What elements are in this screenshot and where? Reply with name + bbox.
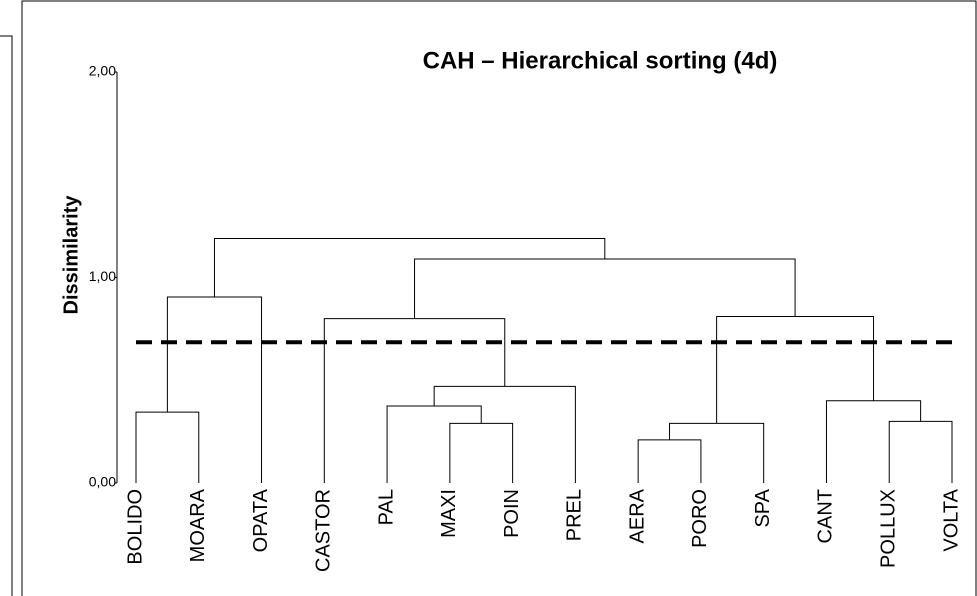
leaf-label: PREL: [564, 489, 586, 541]
window-frame: [21, 0, 977, 596]
leaf-label: POIN: [501, 489, 523, 538]
leaf-label: MAXI: [438, 489, 460, 538]
dendrogram-link: [414, 258, 796, 319]
dendrogram-link: [669, 422, 765, 483]
chart-title: CAH – Hierarchical sorting (4d): [423, 47, 778, 74]
leaf-label: AERA: [626, 488, 648, 543]
dendrogram-link: [386, 405, 482, 483]
dendrogram-link: [213, 237, 606, 298]
dendrogram-link: [135, 411, 200, 483]
y-axis-label: Dissimilarity: [60, 195, 82, 315]
dendrogram-link: [888, 420, 953, 483]
dendrogram-link: [449, 422, 514, 483]
leaf-label: VOLTA: [940, 488, 962, 551]
y-tick-label: 2,00: [89, 63, 116, 79]
back-window-frame: [0, 35, 13, 596]
leaf-label: PAL: [375, 489, 397, 525]
y-tick-label: 0,00: [89, 474, 116, 490]
leaf-label: OPATA: [250, 488, 272, 552]
leaf-label: BOLIDO: [124, 489, 146, 565]
leaf-label: CASTOR: [313, 489, 335, 572]
leaf-label: SPA: [752, 488, 774, 527]
dendrogram-link: [433, 385, 576, 483]
dendrogram-link: [716, 316, 875, 424]
dendrogram-link: [825, 400, 922, 483]
dendrogram-link: [166, 296, 263, 483]
leaf-label: MOARA: [187, 488, 209, 562]
y-tick-label: 1,00: [89, 268, 116, 284]
leaf-label: CANT: [815, 489, 837, 543]
dendrogram-link: [637, 439, 702, 483]
leaf-label: PORO: [689, 489, 711, 548]
leaf-label: POLLUX: [878, 489, 900, 568]
